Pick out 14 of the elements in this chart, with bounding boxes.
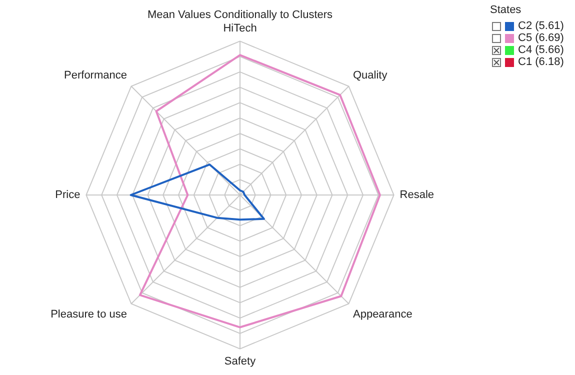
spoke-label: Price (55, 189, 80, 202)
legend-label: C2 (5.61) (518, 20, 564, 32)
spoke-label: Resale (400, 189, 434, 202)
spoke-label: Appearance (352, 308, 412, 321)
legend-label: C1 (6.18) (518, 56, 564, 68)
spoke-label: HiTech (223, 22, 257, 35)
legend-title: States (490, 4, 522, 16)
legend-label: C4 (5.66) (518, 44, 564, 56)
spoke-label: Pleasure to use (50, 308, 128, 321)
spoke-label: Quality (352, 69, 388, 82)
chart-title: Mean Values Conditionally to Clusters (147, 9, 334, 22)
spoke-label: Safety (224, 355, 256, 368)
spoke-label: Performance (64, 69, 128, 82)
legend-label: C5 (6.69) (518, 32, 564, 44)
